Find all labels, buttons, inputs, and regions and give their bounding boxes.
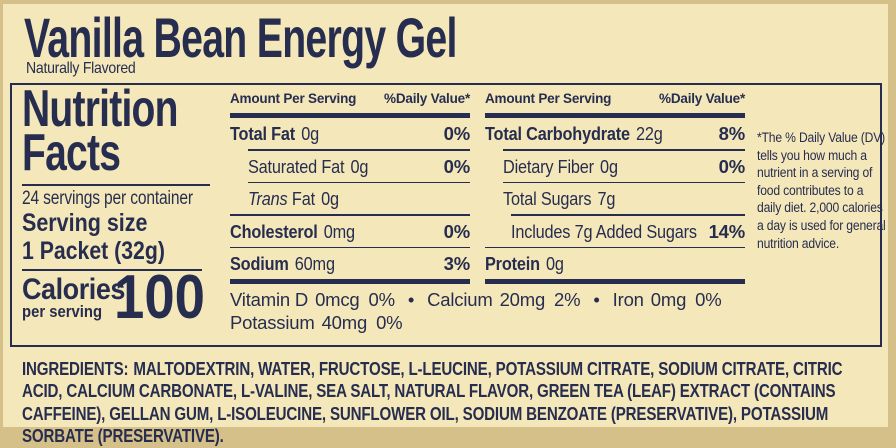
calories-label: Calories	[22, 273, 125, 306]
nutrient-amount: 0mg	[323, 220, 355, 242]
daily-value-header: %Daily Value*	[659, 91, 745, 106]
nutrient-label: Dietary Fiber	[503, 155, 594, 177]
nutrient-label: Fat	[291, 188, 315, 209]
nutrient-row-added-sugars: Includes 7g Added Sugars 14%	[485, 216, 745, 247]
divider	[230, 246, 470, 248]
nutrient-row-total-fat: Total Fat 0g 0%	[230, 118, 470, 149]
micro-daily-value: 2%	[554, 289, 581, 310]
micro-amount: 0mcg	[315, 289, 360, 310]
micro-daily-value: 0%	[368, 289, 396, 310]
nutrient-label: Sodium	[230, 253, 289, 274]
daily-value-header: %Daily Value*	[384, 91, 470, 106]
divider	[248, 181, 470, 183]
nutrient-row-saturated-fat: Saturated Fat 0g 0%	[230, 151, 470, 182]
ingredients-section: INGREDIENTS: MALTODEXTRIN, WATER, FRUCTOS…	[22, 358, 880, 448]
nutrient-column-carbs: Amount Per Serving %Daily Value* Total C…	[485, 91, 745, 284]
thick-rule	[485, 113, 745, 118]
micro-amount: 0mg	[650, 289, 687, 310]
divider	[22, 269, 202, 271]
heading-line-1: Nutrition	[22, 80, 178, 138]
bullet-separator: •	[407, 289, 415, 310]
nutrient-daily-value: 0%	[718, 155, 746, 177]
nutrient-row-cholesterol: Cholesterol 0mg 0%	[230, 216, 470, 247]
divider	[230, 214, 470, 216]
ingredients-text: MALTODEXTRIN, WATER, FRUCTOSE, L-LEUCINE…	[22, 359, 843, 447]
amount-per-serving-header: Amount Per Serving	[485, 91, 612, 106]
calories-sublabel: per serving	[22, 303, 103, 321]
nutrient-row-dietary-fiber: Dietary Fiber 0g 0%	[485, 151, 745, 182]
label-sheet: Vanilla Bean Energy Gel Naturally Flavor…	[3, 4, 888, 446]
nutrient-label: Protein	[485, 253, 540, 274]
calories-value: 100	[114, 263, 206, 332]
nutrition-facts-heading: Nutrition Facts	[22, 83, 178, 179]
micronutrients: Vitamin D 0mcg 0% • Calcium 20mg 2% • Iron 0mg 0% …	[230, 289, 750, 334]
nutrient-row-sodium: Sodium 60mg 3%	[230, 248, 470, 279]
servings-per-container: 24 servings per container	[22, 188, 193, 209]
micro-daily-value: 0%	[695, 289, 722, 310]
nutrient-amount: 0g	[350, 155, 369, 177]
micro-daily-value: 0%	[376, 311, 403, 333]
serving-size-value: 1 Packet (32g)	[22, 237, 165, 265]
product-title: Vanilla Bean Energy Gel	[24, 6, 457, 69]
nutrient-amount: 60mg	[294, 253, 335, 274]
nutrient-daily-value: 0%	[443, 123, 471, 144]
heading-line-2: Facts	[22, 124, 121, 182]
nutrient-row-total-carbohydrate: Total Carbohydrate 22g 8%	[485, 118, 745, 149]
column-header: Amount Per Serving %Daily Value*	[485, 91, 745, 107]
nutrient-row-protein: Protein 0g	[485, 248, 745, 279]
nutrient-daily-value: 8%	[718, 123, 746, 144]
nutrient-amount: 0g	[321, 188, 339, 209]
serving-size-label: Serving size	[22, 209, 148, 237]
nutrient-daily-value: 3%	[443, 253, 471, 274]
nutrient-amount: 22g	[636, 123, 663, 144]
thick-rule	[230, 279, 470, 284]
nutrient-label: Cholesterol	[230, 220, 318, 242]
nutrient-amount: 0g	[546, 253, 564, 274]
nutrient-daily-value: 14%	[708, 220, 746, 242]
column-header: Amount Per Serving %Daily Value*	[230, 91, 470, 107]
nutrient-row-total-sugars: Total Sugars 7g	[485, 183, 745, 214]
divider	[503, 149, 745, 151]
product-subtitle: Naturally Flavored	[26, 60, 136, 77]
divider	[22, 184, 210, 186]
micro-amount: 20mg	[499, 289, 546, 310]
nutrient-amount: 0g	[600, 155, 618, 177]
divider	[511, 214, 745, 216]
thick-rule	[485, 279, 745, 284]
nutrient-label: Includes 7g Added Sugars	[511, 220, 697, 242]
amount-per-serving-header: Amount Per Serving	[230, 91, 357, 106]
nutrient-label: Total Sugars	[503, 188, 592, 209]
micronutrients-line-2: Potassium 40mg 0%	[230, 312, 750, 335]
nutrient-label-italic: Trans	[248, 188, 288, 209]
nutrient-label: Total Fat	[230, 123, 296, 144]
nutrition-facts-panel: Nutrition Facts 24 servings per containe…	[10, 83, 886, 347]
nutrient-amount: 0g	[301, 123, 319, 144]
nutrient-row-trans-fat: Trans Fat 0g	[230, 183, 470, 214]
nutrient-label: Saturated Fat	[248, 155, 345, 177]
bullet-separator: •	[593, 289, 600, 310]
nutrient-daily-value: 0%	[443, 220, 471, 242]
micro-name: Vitamin D	[230, 289, 309, 310]
nutrient-daily-value: 0%	[443, 155, 471, 177]
nutrient-label: Total Carbohydrate	[485, 123, 630, 144]
micronutrients-line-1: Vitamin D 0mcg 0% • Calcium 20mg 2% • Iron 0mg 0%	[230, 289, 750, 312]
divider	[248, 149, 470, 151]
micro-amount: 40mg	[321, 311, 368, 333]
daily-value-footnote: *The % Daily Value (DV) tells you how mu…	[757, 130, 886, 251]
nutrient-amount: 7g	[597, 188, 616, 209]
nutrient-column-fats: Amount Per Serving %Daily Value* Total F…	[230, 91, 470, 284]
divider	[503, 181, 745, 183]
micro-name: Iron	[612, 289, 644, 310]
micro-name: Calcium	[427, 289, 493, 310]
ingredients-label: INGREDIENTS:	[22, 359, 129, 379]
micro-name: Potassium	[230, 311, 315, 333]
divider	[485, 246, 745, 248]
thick-rule	[230, 113, 470, 118]
